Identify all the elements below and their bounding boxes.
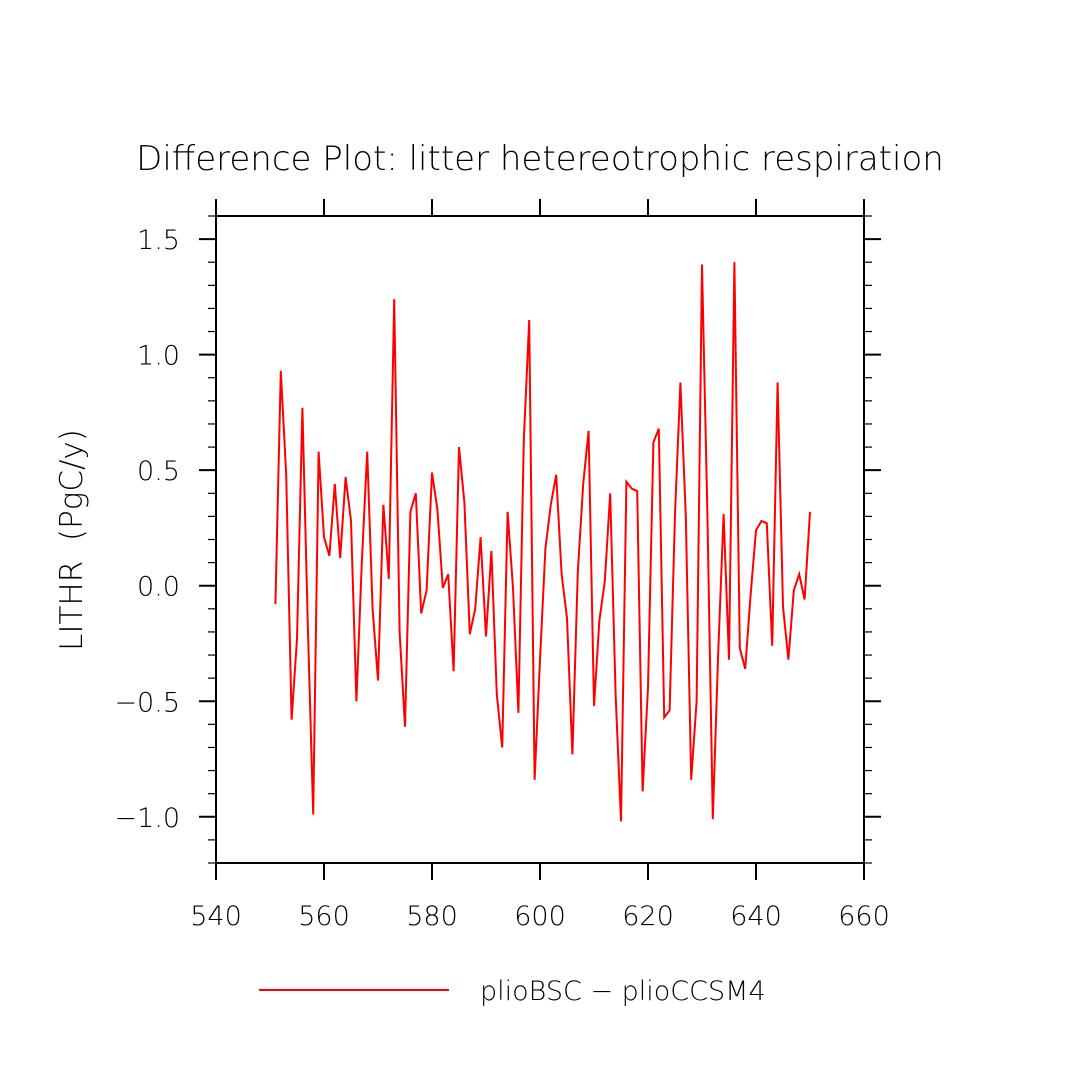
x-tick-labels: 540 560 580 600 620 640 660 [190,901,890,932]
series-layer [274,262,811,822]
axis-ticks [199,199,881,880]
legend: plioBSC − plioCCSM4 [259,976,766,1007]
x-tick-label: 540 [190,901,242,932]
y-tick-label: −1.0 [114,803,180,834]
x-tick-label: 580 [406,901,458,932]
x-tick-label: 560 [298,901,350,932]
x-tick-label: 640 [730,901,782,932]
series-line-0 [274,262,811,822]
x-tick-label: 600 [514,901,566,932]
y-tick-label: 0.5 [137,456,180,487]
y-tick-label: 1.0 [137,341,180,372]
y-axis-label: LITHR (PgC/y) [54,429,90,651]
x-tick-label: 660 [838,901,890,932]
chart-title: Difference Plot: litter hetereotrophic r… [136,139,944,179]
plot-frame [215,215,865,864]
y-tick-label: 1.5 [137,225,180,256]
x-tick-label: 620 [622,901,674,932]
y-tick-label: 0.0 [137,572,180,603]
legend-label: plioBSC − plioCCSM4 [480,976,766,1007]
y-tick-labels: 1.5 1.0 0.5 0.0 −0.5 −1.0 [114,225,180,834]
y-tick-label: −0.5 [114,687,180,718]
